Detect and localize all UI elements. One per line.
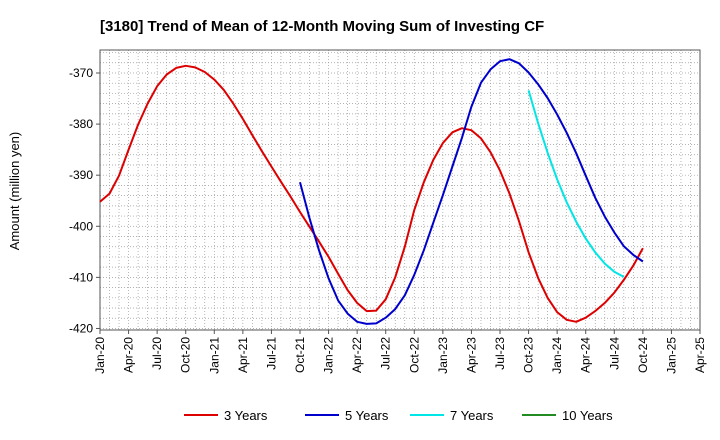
plot-grid [100, 50, 700, 330]
x-tick-label: Oct-22 [407, 337, 421, 373]
plot-frame [99, 49, 701, 331]
series-lines [99, 58, 644, 325]
x-tick-label: Apr-25 [693, 337, 707, 373]
series-line-7-years [527, 90, 625, 278]
y-tick-label: -420 [69, 321, 93, 335]
legend-label-5-years: 5 Years [345, 408, 389, 423]
x-tick-label: Jan-20 [93, 337, 107, 374]
x-tick-label: Oct-20 [179, 337, 193, 373]
x-tick-label: Jan-25 [664, 337, 678, 374]
y-axis-label: Amount (million yen) [7, 132, 22, 251]
legend-label-10-years: 10 Years [562, 408, 613, 423]
x-tick-label: Jan-21 [207, 337, 221, 374]
x-tick-label: Jan-23 [436, 337, 450, 374]
y-tick-label: -380 [69, 117, 93, 131]
x-tick-label: Jan-24 [550, 337, 564, 374]
y-tick-label: -390 [69, 168, 93, 182]
x-tick-label: Apr-20 [122, 337, 136, 373]
legend-label-7-years: 7 Years [450, 408, 494, 423]
x-tick-label: Apr-21 [236, 337, 250, 373]
series-line-3-years [99, 64, 644, 323]
y-axis-ticks: -370 -380 -390 -400 -410 -420 [69, 66, 100, 335]
x-axis-ticks: Jan-20 Apr-20 Jul-20 Oct-20 Jan-21 Apr-21 Jul-… [93, 330, 707, 374]
x-tick-label: Apr-22 [350, 337, 364, 373]
legend-label-3-years: 3 Years [224, 408, 268, 423]
x-tick-label: Jul-24 [607, 337, 621, 370]
chart-title: [3180] Trend of Mean of 12-Month Moving … [100, 18, 544, 35]
x-tick-label: Jul-20 [150, 337, 164, 370]
y-tick-label: -370 [69, 66, 93, 80]
x-tick-label: Jul-23 [493, 337, 507, 370]
legend: 3 Years 5 Years 7 Years 10 Years [184, 408, 613, 423]
y-tick-label: -410 [69, 270, 93, 284]
x-tick-label: Jan-22 [322, 337, 336, 374]
x-tick-label: Jul-22 [379, 337, 393, 370]
x-tick-label: Oct-24 [636, 337, 650, 373]
y-tick-label: -400 [69, 219, 93, 233]
x-tick-label: Oct-21 [293, 337, 307, 373]
x-tick-label: Apr-23 [464, 337, 478, 373]
x-tick-label: Apr-24 [579, 337, 593, 373]
series-line-5-years [299, 58, 644, 325]
x-tick-label: Jul-21 [264, 337, 278, 370]
x-tick-label: Oct-23 [522, 337, 536, 373]
